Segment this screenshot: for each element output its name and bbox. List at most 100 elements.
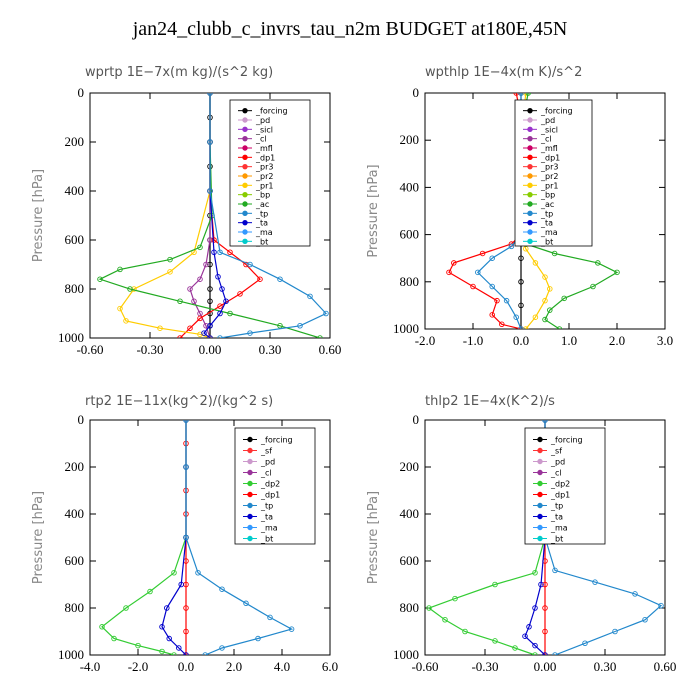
y-tick-label: 800 — [400, 600, 420, 615]
data-point — [197, 276, 203, 282]
y-tick-label: 200 — [400, 459, 420, 474]
data-point — [157, 325, 163, 331]
data-point — [217, 303, 223, 309]
data-point — [99, 624, 105, 630]
data-point — [492, 638, 498, 644]
x-tick-label: 0.0 — [178, 659, 194, 674]
figure-title: jan24_clubb_c_invrs_tau_n2m BUDGET at180… — [132, 18, 568, 40]
legend-marker — [247, 436, 253, 443]
data-point — [211, 237, 217, 243]
data-point — [523, 93, 529, 96]
legend-label: _tp — [550, 502, 563, 511]
legend-marker — [537, 535, 543, 542]
data-point — [207, 298, 213, 305]
legend-marker — [242, 173, 248, 179]
data-point — [532, 260, 539, 266]
data-point — [177, 335, 183, 338]
data-point — [492, 581, 498, 588]
legend-label: _pr2 — [255, 172, 273, 181]
data-point — [117, 305, 123, 312]
data-point — [426, 605, 432, 611]
legend-marker — [242, 229, 248, 235]
x-tick-label: 0.0 — [513, 333, 529, 348]
data-point — [183, 534, 189, 541]
x-tick-label: -2.0 — [415, 333, 436, 348]
data-point — [167, 269, 173, 275]
data-point — [532, 652, 538, 655]
legend-label: _sicl — [540, 125, 558, 134]
data-point — [526, 624, 532, 630]
x-tick-label: 2.0 — [609, 333, 625, 348]
x-tick-label: -0.60 — [76, 342, 103, 357]
legend-marker — [242, 163, 248, 170]
data-point — [243, 600, 249, 607]
data-point — [642, 617, 648, 623]
legend-marker — [537, 436, 543, 443]
panel-2-ylabel: Pressure [hPa] — [366, 164, 381, 257]
legend-label: _forcing — [540, 107, 573, 116]
data-point — [203, 261, 209, 268]
data-point — [462, 628, 468, 635]
data-point — [219, 286, 225, 292]
panel-3-ylabel: Pressure [hPa] — [31, 491, 46, 584]
legend-label: _ma — [260, 524, 278, 533]
data-point — [207, 335, 213, 338]
data-point — [612, 628, 618, 635]
series-line-dp1 — [448, 93, 522, 329]
data-point — [552, 652, 558, 655]
y-tick-label: 600 — [65, 232, 85, 247]
x-tick-label: 3.0 — [657, 333, 673, 348]
y-tick-label: 200 — [65, 134, 85, 149]
legend-marker — [242, 135, 248, 142]
data-point — [323, 310, 329, 317]
data-point — [452, 595, 458, 602]
legend-label: _cl — [550, 469, 562, 478]
data-point — [215, 274, 221, 280]
legend-marker — [527, 229, 533, 235]
data-point — [489, 312, 495, 318]
data-point — [538, 581, 544, 588]
legend-label: _forcing — [550, 436, 583, 445]
legend-marker — [242, 191, 248, 198]
data-point — [123, 605, 129, 611]
legend-label: _dp1 — [540, 153, 560, 162]
data-point — [97, 276, 103, 282]
legend-label: _ma — [550, 524, 568, 533]
legend-marker — [242, 238, 248, 245]
data-point — [297, 323, 303, 329]
data-point — [237, 291, 243, 297]
data-point — [479, 250, 486, 257]
legend-label: _sf — [550, 447, 562, 456]
data-point — [522, 633, 528, 639]
data-point — [542, 605, 548, 611]
panel-4-title: thlp2 1E−4x(K^2)/s — [425, 394, 555, 409]
data-point — [542, 581, 548, 588]
data-point — [117, 266, 123, 273]
data-point — [551, 250, 558, 257]
y-tick-label: 0 — [413, 412, 420, 427]
data-point — [532, 642, 538, 649]
legend-label: _cl — [260, 469, 272, 478]
data-point — [227, 249, 233, 255]
legend-label: _sicl — [255, 125, 273, 134]
data-point — [207, 237, 213, 243]
y-tick-label: 600 — [65, 553, 85, 568]
legend-marker — [242, 219, 248, 226]
legend-marker — [527, 210, 533, 217]
data-point — [166, 635, 172, 642]
data-point — [513, 314, 519, 320]
data-point — [243, 261, 249, 268]
data-point — [207, 93, 213, 96]
data-point — [542, 274, 548, 280]
legend-marker — [527, 219, 533, 226]
x-tick-label: 6.0 — [322, 659, 338, 674]
panel-2-frame — [424, 92, 666, 330]
x-tick-label: 4.0 — [274, 659, 290, 674]
data-point — [207, 323, 213, 329]
legend-marker — [527, 182, 533, 189]
x-tick-label: 0.00 — [199, 342, 222, 357]
legend-label: _ta — [255, 219, 268, 228]
panel-1-title: wprtp 1E−7x(m kg)/(s^2 kg) — [85, 65, 273, 80]
legend-marker — [537, 480, 543, 487]
data-point — [202, 652, 208, 655]
